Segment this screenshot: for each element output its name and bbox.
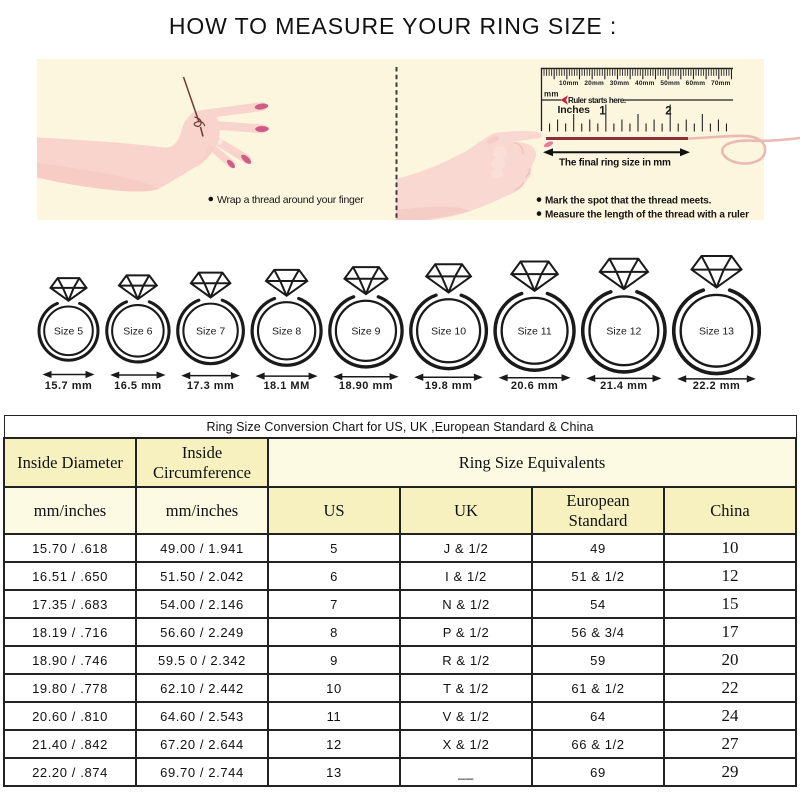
svg-text:20.6 mm: 20.6 mm xyxy=(511,380,559,392)
svg-text:22.2 mm: 22.2 mm xyxy=(693,380,741,392)
svg-text:Size 9: Size 9 xyxy=(351,326,380,338)
svg-text:10mm: 10mm xyxy=(559,80,579,87)
svg-text:15.7 mm: 15.7 mm xyxy=(45,380,93,392)
svg-text:60mm: 60mm xyxy=(686,80,706,87)
svg-text:Size 7: Size 7 xyxy=(196,326,225,338)
svg-text:Size 10: Size 10 xyxy=(431,326,466,338)
svg-text:30mm: 30mm xyxy=(610,80,630,87)
svg-text:The final ring size in mm: The final ring size in mm xyxy=(559,158,671,169)
svg-text:70mm: 70mm xyxy=(711,80,731,87)
svg-text:Size 8: Size 8 xyxy=(272,326,301,338)
svg-text:Size 13: Size 13 xyxy=(699,326,734,338)
svg-text:Size 11: Size 11 xyxy=(517,326,551,338)
svg-text:Mark the spot that the thread: Mark the spot that the thread meets. xyxy=(545,195,712,206)
svg-text:1: 1 xyxy=(599,106,606,118)
svg-text:Inches: Inches xyxy=(558,104,591,116)
svg-text:16.5 mm: 16.5 mm xyxy=(114,380,162,392)
svg-text:2: 2 xyxy=(665,106,671,118)
svg-text:mm: mm xyxy=(544,90,559,99)
svg-text:Size 6: Size 6 xyxy=(123,326,152,338)
svg-text:18.90 mm: 18.90 mm xyxy=(339,380,393,392)
svg-text:19.8 mm: 19.8 mm xyxy=(425,380,473,392)
svg-text:17.3 mm: 17.3 mm xyxy=(187,380,235,392)
svg-text:Ruler starts here.: Ruler starts here. xyxy=(568,96,626,105)
svg-text:21.4 mm: 21.4 mm xyxy=(600,380,648,392)
svg-text:50mm: 50mm xyxy=(660,80,680,87)
svg-text:40mm: 40mm xyxy=(635,80,655,87)
svg-text:Measure the length of the thre: Measure the length of the thread with a … xyxy=(545,209,749,220)
svg-text:20mm: 20mm xyxy=(584,80,604,87)
svg-text:Size 12: Size 12 xyxy=(606,326,641,338)
svg-text:18.1 MM: 18.1 MM xyxy=(263,380,309,392)
svg-text:Wrap a thread around your fing: Wrap a thread around your finger xyxy=(217,194,364,206)
svg-text:Size 5: Size 5 xyxy=(54,326,83,338)
